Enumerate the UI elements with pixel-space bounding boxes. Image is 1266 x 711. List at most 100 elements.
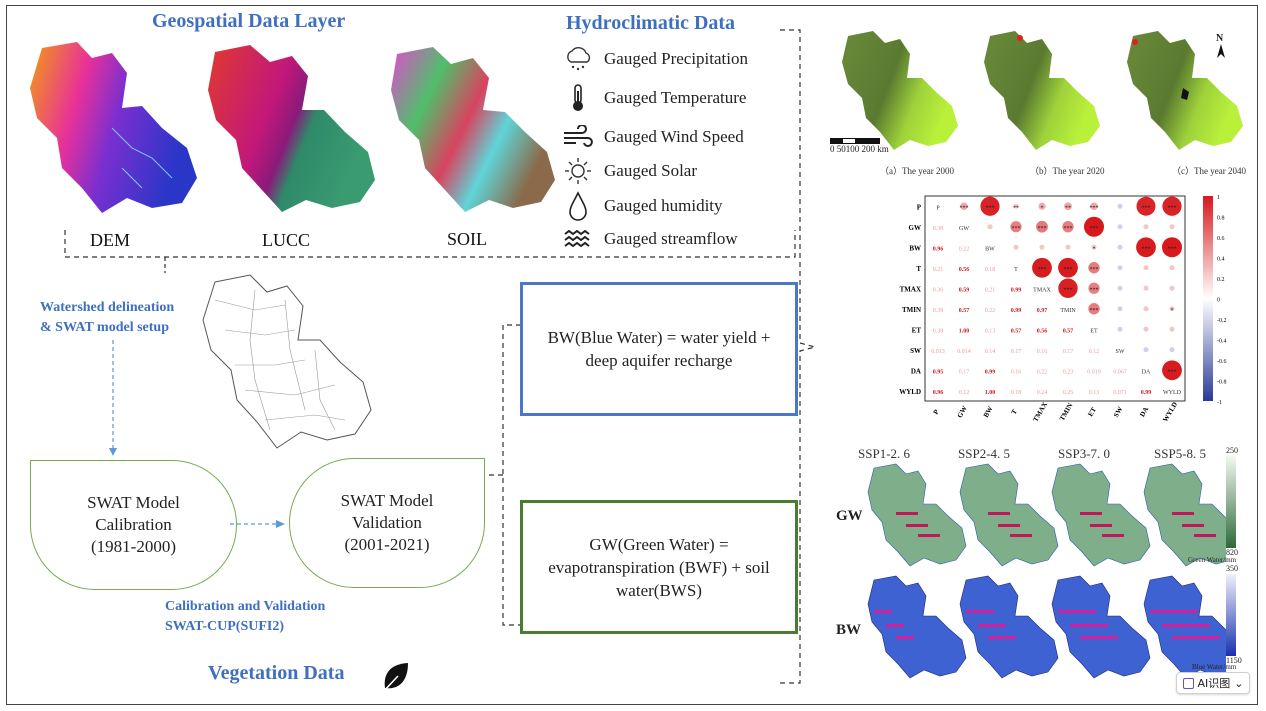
arrow-down <box>109 340 117 456</box>
landuse-caption-2020: （b）The year 2020 <box>1030 166 1105 176</box>
diag-label: GW <box>959 226 969 232</box>
hydro-item-humidity: Gauged humidity <box>562 191 723 221</box>
validation-line2: Validation <box>352 513 422 532</box>
corr-value: 0.071 <box>1113 390 1127 396</box>
corr-value: 0.99 <box>1141 390 1152 396</box>
ai-recognize-button[interactable]: AI识图 ⌄ <box>1176 672 1250 694</box>
gw-legend-bar <box>1226 456 1236 548</box>
gw-line3: water(BWS) <box>616 580 702 600</box>
corr-circle <box>1143 285 1149 291</box>
corr-value: 0.12 <box>1089 349 1100 355</box>
geo-title: Geospatial Data Layer <box>152 10 346 32</box>
corr-stars: *** <box>1038 226 1047 232</box>
diag-label: DA <box>1142 369 1151 375</box>
corr-value: 0.56 <box>959 267 970 273</box>
scenario-panel: SSP1-2. 6 SSP2-4. 5 SSP3-7. 0 SSP5-8. 5 … <box>836 446 1256 706</box>
hydro-title: Hydroclimatic Data <box>566 12 736 34</box>
diag-label: TMIN <box>1060 308 1076 314</box>
corr-circle <box>1169 285 1175 291</box>
corr-circle <box>1010 221 1022 233</box>
corr-circle <box>1117 306 1123 312</box>
corr-value: 0.17 <box>1063 349 1074 355</box>
gw-line2: evapotranspiration (BWF) + soil <box>548 557 770 577</box>
col-label: TMAX <box>1031 401 1049 424</box>
col-label: BW <box>982 405 995 419</box>
soil-map <box>391 47 555 212</box>
col-label: T <box>1010 408 1019 416</box>
corr-stars: *** <box>1038 267 1047 273</box>
corr-value: 0.95 <box>933 369 944 375</box>
corr-value: 0.57 <box>959 308 970 314</box>
corr-circle <box>1143 326 1149 332</box>
colorbar-tick: -1 <box>1217 400 1222 406</box>
hydro-item-precipitation: Gauged Precipitation <box>562 44 748 74</box>
hydro-item-label: Gauged Wind Speed <box>604 127 744 146</box>
corr-stars: *** <box>1090 205 1099 211</box>
corr-stars: *** <box>1168 205 1177 211</box>
corr-stars: *** <box>1090 308 1099 314</box>
diag-label: T <box>1014 267 1018 273</box>
correlation-matrix: P P P GW GW GW BW BW BW T T T TMAX TMAX TMAX TMIN TMIN TM… <box>899 195 1227 424</box>
gw-equation-box: GW(Green Water) = evapotranspiration (BW… <box>520 500 798 634</box>
delineation-line1: Watershed delineation <box>40 300 175 315</box>
corr-circle <box>1162 196 1182 216</box>
col-label: ET <box>1086 406 1098 418</box>
diag-label: BW <box>985 246 995 252</box>
figure-frame <box>6 5 1258 705</box>
colorbar-tick: -0.6 <box>1217 359 1227 365</box>
gw-line1: GW(Green Water) = <box>589 534 729 554</box>
dem-label: DEM <box>90 230 130 250</box>
validation-line3: (2001-2021) <box>344 535 430 554</box>
hydro-item-streamflow: Gauged streamflow <box>562 224 738 254</box>
corr-value: 0.38 <box>933 328 944 334</box>
corr-value: 0.014 <box>957 349 971 355</box>
landuse-map-2040 <box>1127 31 1243 150</box>
diag-label: TMAX <box>1033 287 1051 293</box>
scale-text: 0 50100 200 <box>830 144 875 154</box>
corr-stars: *** <box>1090 287 1099 293</box>
corr-circle <box>1088 303 1100 315</box>
corr-stars: ** <box>1013 205 1019 211</box>
gw-row-label: GW <box>836 508 863 524</box>
delineation-label: Watershed delineation & SWAT model setup <box>40 298 174 338</box>
corr-stars: *** <box>1142 205 1151 211</box>
corr-value: 0.14 <box>985 349 996 355</box>
row-label: T <box>916 265 921 273</box>
north-arrow: N <box>1216 33 1226 61</box>
scenario-label-4: SSP5-8. 5 <box>1154 446 1207 461</box>
waves-icon <box>562 225 594 253</box>
col-label: GW <box>956 405 969 420</box>
bw-scenario-map <box>867 575 967 679</box>
corr-stars: *** <box>1064 267 1073 273</box>
corr-circle <box>987 224 993 230</box>
scenario-maps <box>867 463 1226 679</box>
eq-bracket <box>485 324 521 626</box>
corr-stars: *** <box>1090 267 1099 273</box>
chevron-down-icon: ⌄ <box>1234 676 1244 690</box>
corr-circle <box>1039 244 1045 250</box>
corr-value: 0.067 <box>1113 369 1127 375</box>
col-label: WYLD <box>1161 401 1179 424</box>
subbasin-map <box>202 274 372 449</box>
corr-value: 0.22 <box>959 246 970 252</box>
sun-icon <box>562 157 594 185</box>
corr-circle <box>1032 257 1052 278</box>
calval-line1: Calibration and Validation <box>165 599 326 614</box>
corr-value: 0.18 <box>985 267 996 273</box>
corr-circle <box>1169 224 1175 230</box>
soil-label: SOIL <box>447 229 487 249</box>
corr-value: 0.12 <box>959 390 970 396</box>
corr-value: 0.59 <box>959 287 970 293</box>
right-bracket <box>780 29 818 684</box>
gw-legend-title: Green Water/mm <box>1188 556 1237 564</box>
hydro-item-label: Gauged humidity <box>604 196 723 215</box>
corr-stars: *** <box>1064 287 1073 293</box>
scenario-label-1: SSP1-2. 6 <box>858 446 911 461</box>
scenario-label-3: SSP3-7. 0 <box>1058 446 1111 461</box>
bw-line2: deep aquifer recharge <box>585 351 733 370</box>
corr-stars: *** <box>1090 226 1099 232</box>
row-label: SW <box>910 347 921 355</box>
corr-stars: *** <box>1142 246 1151 252</box>
diag-label: SW <box>1116 349 1125 355</box>
bw-row-label: BW <box>836 622 862 638</box>
